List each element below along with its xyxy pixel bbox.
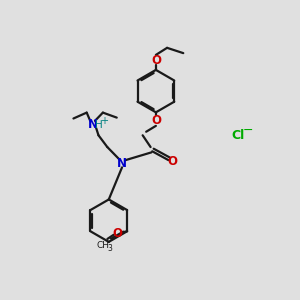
- Text: CH: CH: [97, 241, 110, 250]
- Text: N: N: [88, 118, 98, 131]
- Text: O: O: [151, 54, 161, 67]
- Text: N: N: [117, 157, 127, 170]
- Text: O: O: [151, 114, 161, 127]
- Text: 3: 3: [107, 244, 112, 253]
- Text: O: O: [113, 227, 123, 240]
- Text: H: H: [95, 120, 103, 130]
- Text: O: O: [168, 155, 178, 168]
- Text: −: −: [242, 124, 253, 137]
- Text: +: +: [100, 116, 108, 126]
- Text: Cl: Cl: [232, 129, 245, 142]
